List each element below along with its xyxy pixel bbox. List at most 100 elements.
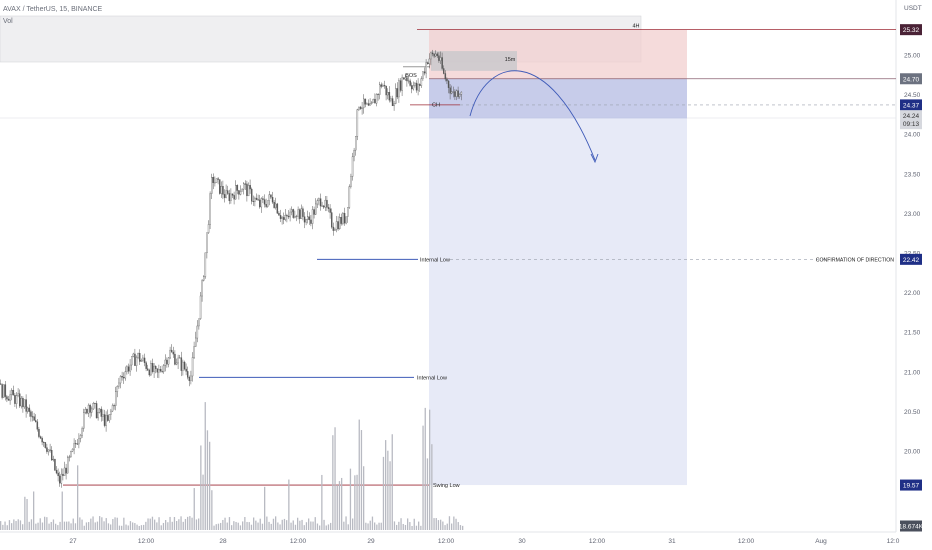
volume-bar: [444, 525, 446, 530]
candle-body: [238, 190, 240, 195]
volume-bar: [286, 520, 288, 530]
candle-body: [19, 393, 21, 407]
legend-volume-indicator[interactable]: Vol: [3, 18, 13, 25]
candle-body: [51, 449, 53, 461]
volume-bar: [228, 517, 231, 530]
volume-bar: [198, 518, 200, 530]
candle-body: [222, 186, 224, 195]
volume-bar: [182, 521, 184, 530]
volume-bar: [187, 516, 189, 530]
candle-body: [150, 363, 152, 376]
candle-body: [363, 98, 365, 109]
volume-bar: [125, 524, 127, 530]
y-tick-label: 24.00: [904, 132, 921, 139]
candle-body: [390, 98, 392, 101]
candle-body: [126, 366, 128, 372]
candle-body: [433, 53, 435, 57]
candle-body: [116, 385, 119, 392]
candle-body: [241, 189, 243, 192]
volume-bar: [121, 525, 123, 530]
volume-bar: [224, 517, 226, 530]
candle-body: [235, 185, 237, 200]
x-tick-label: 27: [69, 538, 77, 545]
candle-body: [305, 219, 307, 223]
candle-body: [47, 449, 50, 452]
candle-body: [65, 467, 67, 474]
volume-bar: [288, 479, 290, 530]
candle-body: [185, 368, 187, 372]
candle-body: [375, 94, 378, 104]
y-tick-label: 25.00: [904, 53, 921, 60]
candle-body: [195, 337, 197, 347]
volume-bar: [173, 517, 176, 530]
legend-symbol[interactable]: AVAX / TetherUS, 15, BINANCE: [3, 6, 103, 13]
volume-bar: [231, 525, 233, 530]
candle-body: [95, 403, 98, 419]
volume-bar: [158, 517, 160, 530]
volume-bar: [341, 477, 343, 530]
volume-bar: [283, 518, 286, 530]
volume-bar: [420, 525, 422, 530]
candle-body: [52, 458, 55, 461]
candle-body: [71, 448, 74, 452]
price-badge-label: 09:13: [903, 121, 920, 128]
volume-bar: [352, 518, 354, 530]
candle-body: [212, 177, 215, 183]
volume-bar: [336, 485, 338, 530]
volume-bar: [314, 517, 316, 530]
candle-body: [332, 226, 335, 231]
volume-bar: [369, 520, 371, 530]
candle-body: [387, 92, 389, 96]
volume-bar: [354, 475, 356, 530]
candle-body: [230, 193, 232, 201]
candle-body: [31, 416, 34, 418]
volume-bar: [151, 516, 154, 530]
volume-bar: [266, 516, 268, 530]
volume-bar: [154, 519, 156, 530]
candle-body: [252, 200, 255, 202]
candle-body: [169, 349, 171, 359]
candle-body: [67, 457, 69, 474]
price-badge-label: 24.70: [903, 76, 920, 83]
candle-body: [60, 473, 63, 484]
volume-bar: [211, 490, 213, 530]
candle-body: [227, 190, 229, 194]
candle-body: [331, 212, 333, 228]
volume-bar: [382, 456, 385, 530]
volume-bar: [442, 521, 444, 530]
candle-body: [307, 216, 309, 220]
candle-body: [75, 443, 77, 445]
label-bos: BOS: [405, 73, 417, 79]
candle-body: [401, 77, 403, 91]
volume-bar: [140, 525, 143, 530]
volume-bar: [235, 521, 237, 530]
volume-bar: [462, 525, 464, 530]
volume-bar: [4, 521, 6, 530]
volume-bar: [459, 525, 462, 530]
candle-body: [12, 389, 15, 396]
candle-body: [151, 363, 154, 372]
volume-bar: [440, 519, 442, 530]
candle-body: [27, 407, 29, 412]
price-badge: [900, 479, 922, 491]
candle-body: [41, 437, 43, 443]
candle-body: [206, 232, 208, 254]
volume-bar: [360, 430, 363, 530]
candle-body: [345, 216, 347, 224]
candle-body: [414, 82, 416, 86]
volume-bar: [195, 519, 198, 530]
candle-body: [147, 368, 149, 371]
candle-body: [275, 203, 277, 208]
volume-bar: [393, 521, 396, 530]
candle-body: [337, 221, 339, 230]
candle-body: [367, 103, 370, 106]
candle-body: [446, 78, 448, 82]
candle-body: [457, 90, 459, 97]
volume-bar: [59, 521, 61, 530]
candle-body: [83, 412, 85, 429]
volume-bar: [132, 522, 134, 530]
candle-body: [425, 62, 427, 74]
candle-body: [321, 205, 323, 207]
